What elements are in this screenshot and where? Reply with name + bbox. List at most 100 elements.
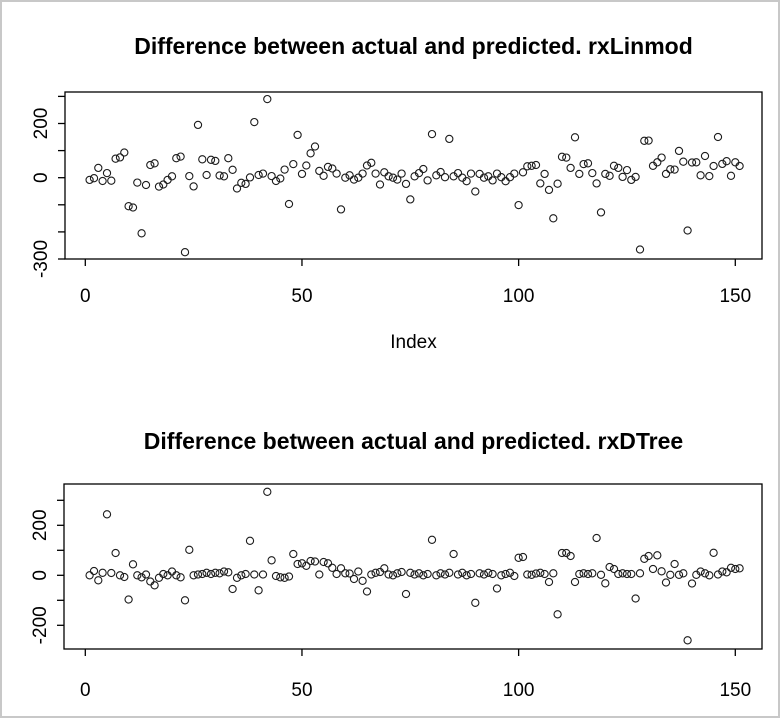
data-point xyxy=(176,573,185,582)
data-point xyxy=(462,571,471,580)
data-point xyxy=(98,176,107,186)
data-point xyxy=(245,173,255,182)
data-point xyxy=(332,569,341,579)
data-point xyxy=(254,170,263,180)
data-point xyxy=(609,161,619,170)
data-point xyxy=(557,152,567,161)
data-point xyxy=(211,568,220,577)
data-point xyxy=(696,171,705,180)
data-point xyxy=(484,568,493,577)
data-point xyxy=(722,568,731,577)
data-point xyxy=(583,159,593,168)
data-point xyxy=(592,179,601,188)
data-point xyxy=(393,569,402,578)
data-point xyxy=(198,155,207,164)
data-point xyxy=(648,564,658,574)
data-point xyxy=(588,569,597,578)
data-point xyxy=(306,556,315,566)
data-point xyxy=(683,226,692,235)
data-point xyxy=(570,577,580,587)
data-point xyxy=(167,567,177,576)
data-point xyxy=(388,173,398,182)
data-point xyxy=(102,168,112,178)
data-point xyxy=(718,159,727,169)
data-point xyxy=(198,569,207,579)
data-point xyxy=(284,199,294,209)
data-point xyxy=(94,163,103,173)
data-point xyxy=(544,577,554,587)
data-point xyxy=(475,169,484,179)
data-point xyxy=(479,173,489,182)
data-point xyxy=(107,568,116,578)
data-point xyxy=(98,568,107,577)
data-point xyxy=(644,551,653,561)
data-point xyxy=(146,160,155,170)
data-point xyxy=(384,172,393,181)
data-point xyxy=(661,578,671,587)
data-points-rxlinmod xyxy=(85,94,744,257)
data-point xyxy=(562,548,571,558)
data-point xyxy=(271,176,281,186)
data-point xyxy=(687,579,697,588)
data-point xyxy=(180,596,190,605)
data-point xyxy=(89,566,99,576)
data-point xyxy=(154,573,164,582)
data-point xyxy=(601,579,610,588)
data-point xyxy=(224,154,233,163)
data-point xyxy=(172,571,181,580)
data-point xyxy=(622,165,632,175)
data-point xyxy=(332,169,341,178)
data-point xyxy=(180,248,190,257)
x-tick-label: 0 xyxy=(80,286,91,307)
data-point xyxy=(414,168,424,178)
x-tick-label: 150 xyxy=(719,286,751,307)
data-point xyxy=(267,171,276,181)
y-tick-label: -200 xyxy=(30,606,51,644)
data-point xyxy=(315,166,324,176)
data-point xyxy=(653,158,662,167)
data-point xyxy=(536,568,545,577)
data-point xyxy=(488,176,497,185)
data-point xyxy=(150,581,159,590)
data-point xyxy=(375,180,385,189)
data-point xyxy=(466,169,476,178)
data-point xyxy=(709,161,718,171)
data-point xyxy=(540,569,549,579)
data-point xyxy=(583,569,593,579)
y-tick-label: -300 xyxy=(31,240,52,278)
data-point xyxy=(627,569,636,579)
data-point xyxy=(85,175,94,185)
data-point xyxy=(726,171,736,180)
data-point xyxy=(276,573,285,582)
data-point xyxy=(358,576,367,585)
data-point xyxy=(219,172,229,181)
data-point xyxy=(176,152,185,161)
data-point xyxy=(501,569,510,579)
data-point xyxy=(527,570,536,579)
data-point xyxy=(362,161,372,170)
x-tick-label: 100 xyxy=(503,286,535,307)
data-point xyxy=(488,569,497,579)
data-point xyxy=(193,120,203,130)
data-point xyxy=(475,569,484,578)
data-point xyxy=(258,570,268,579)
data-point xyxy=(640,136,649,145)
data-point xyxy=(202,568,211,577)
data-point xyxy=(323,559,333,568)
data-point xyxy=(518,552,528,562)
data-point xyxy=(601,169,610,179)
data-point xyxy=(111,548,120,558)
data-point xyxy=(514,553,523,562)
data-point xyxy=(336,205,346,214)
data-point xyxy=(250,570,259,579)
data-point xyxy=(657,153,666,162)
data-point xyxy=(523,162,532,171)
data-point xyxy=(371,169,380,178)
data-point xyxy=(185,545,194,554)
data-point xyxy=(89,174,99,183)
data-point xyxy=(700,569,710,578)
data-point xyxy=(726,563,736,572)
data-point xyxy=(523,570,532,579)
data-point xyxy=(497,571,506,580)
data-point xyxy=(575,569,584,579)
